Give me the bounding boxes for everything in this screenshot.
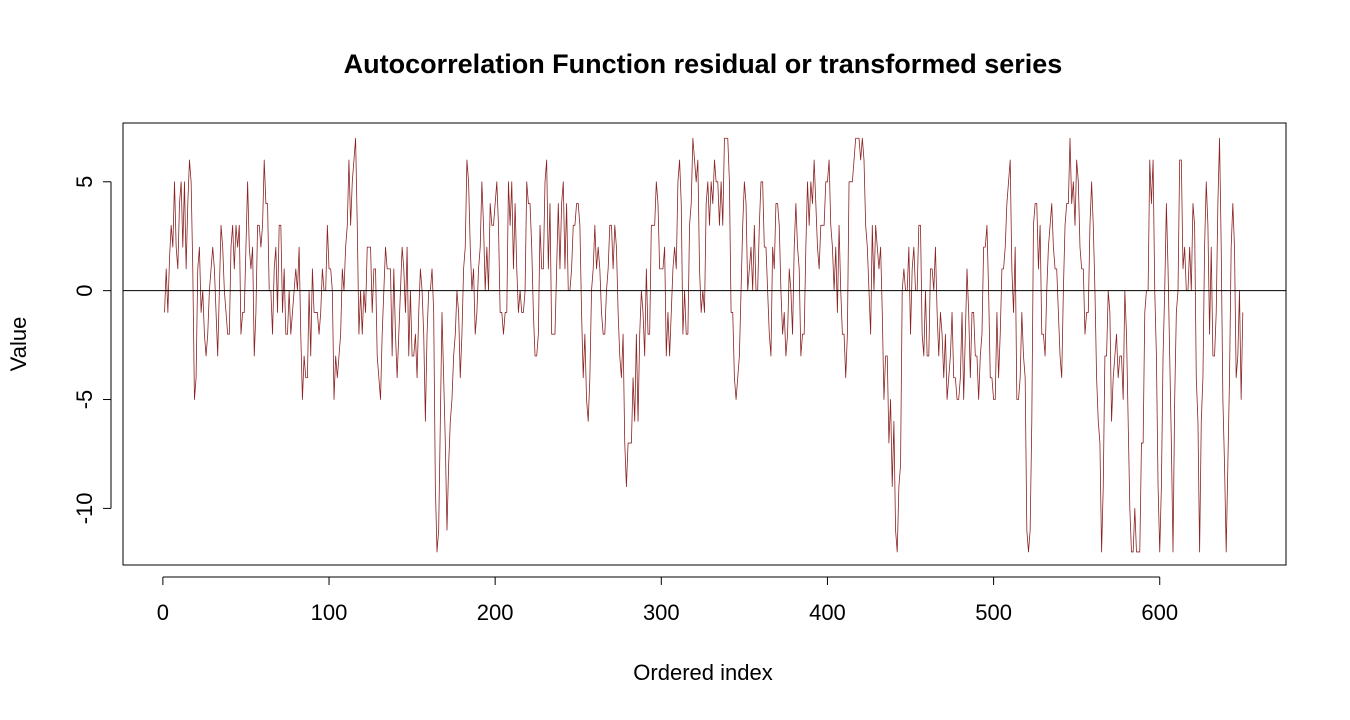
x-axis-label: Ordered index (633, 660, 772, 685)
y-tick-label: -5 (72, 390, 97, 410)
x-tick-label: 300 (643, 600, 680, 625)
x-tick-label: 0 (157, 600, 169, 625)
y-tick-label: -10 (72, 492, 97, 524)
x-tick-label: 200 (477, 600, 514, 625)
chart-title: Autocorrelation Function residual or tra… (344, 49, 1063, 79)
x-tick-label: 400 (809, 600, 846, 625)
series-line (164, 137, 1244, 553)
y-axis-label: Value (6, 317, 31, 372)
x-tick-label: 600 (1141, 600, 1178, 625)
x-tick-label: 500 (975, 600, 1012, 625)
y-tick-label: 0 (72, 285, 97, 297)
y-tick-label: 5 (72, 176, 97, 188)
x-tick-label: 100 (311, 600, 348, 625)
plot-area: 0 100 200 300 400 500 600 -10 -5 0 5 (72, 122, 1287, 625)
plot-frame (122, 122, 1287, 566)
